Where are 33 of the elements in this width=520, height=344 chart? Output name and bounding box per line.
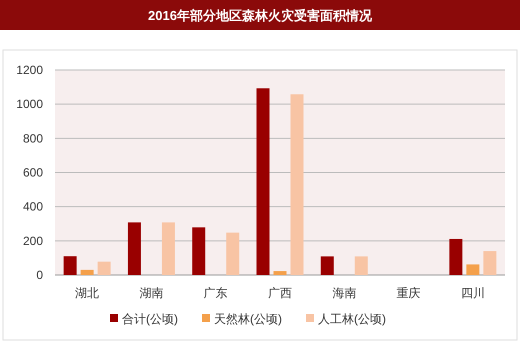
x-tick-label: 湖北 xyxy=(75,286,100,300)
x-tick-label: 广西 xyxy=(268,286,292,300)
bar xyxy=(64,256,77,275)
x-tick-label: 四川 xyxy=(460,286,485,300)
y-tick-label: 0 xyxy=(36,268,44,282)
bar xyxy=(274,271,286,275)
bar xyxy=(256,88,270,275)
bar xyxy=(162,222,175,275)
chart-title: 2016年部分地区森林火灾受害面积情况 xyxy=(148,8,373,23)
bar xyxy=(128,222,141,275)
x-tick-label: 湖南 xyxy=(139,286,164,300)
x-tick-label: 重庆 xyxy=(396,286,421,300)
bar xyxy=(466,264,480,275)
y-tick-label: 600 xyxy=(22,166,44,180)
bar xyxy=(483,251,496,275)
y-tick-label: 1000 xyxy=(16,97,44,112)
y-tick-label: 200 xyxy=(22,234,44,248)
legend-label: 人工林(公顷) xyxy=(318,312,386,326)
x-tick-label: 广东 xyxy=(204,286,228,300)
legend-label: 天然林(公顷) xyxy=(214,312,282,326)
bar xyxy=(290,94,304,275)
bar xyxy=(449,238,462,275)
bar xyxy=(192,227,206,275)
y-tick-label: 400 xyxy=(22,200,44,214)
y-tick-label: 1200 xyxy=(16,63,44,77)
bar xyxy=(354,256,368,275)
x-tick-label: 海南 xyxy=(332,286,356,300)
bar xyxy=(226,232,240,275)
bar xyxy=(320,256,334,275)
bar xyxy=(98,262,111,275)
bar xyxy=(80,270,94,275)
legend-label: 合计(公顷) xyxy=(122,312,178,326)
y-tick-label: 800 xyxy=(22,131,44,146)
